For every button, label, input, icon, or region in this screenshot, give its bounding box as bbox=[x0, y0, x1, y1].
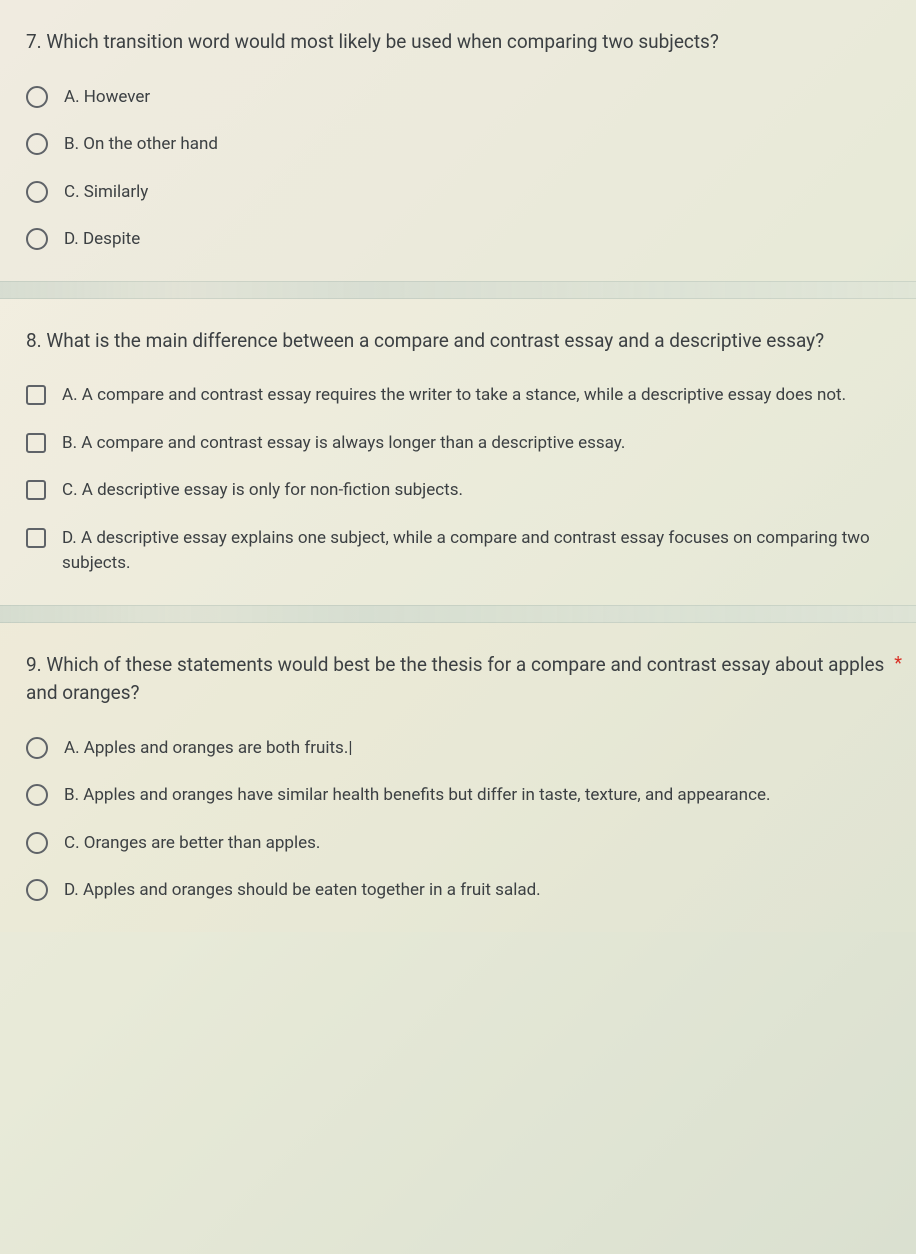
required-asterisk-icon: * bbox=[894, 653, 902, 674]
checkbox-option-b[interactable]: B. A compare and contrast essay is alway… bbox=[26, 431, 890, 457]
question-text: 8. What is the main difference between a… bbox=[26, 327, 890, 356]
radio-icon bbox=[26, 228, 48, 250]
radio-icon bbox=[26, 133, 48, 155]
radio-option-b[interactable]: B. On the other hand bbox=[26, 132, 890, 158]
section-divider bbox=[0, 281, 916, 299]
radio-option-b[interactable]: B. Apples and oranges have similar healt… bbox=[26, 783, 890, 809]
option-label: B. On the other hand bbox=[64, 132, 890, 158]
section-divider bbox=[0, 605, 916, 623]
option-label: A. Apples and oranges are both fruits.| bbox=[64, 736, 890, 762]
checkbox-icon bbox=[26, 528, 46, 548]
radio-option-d[interactable]: D. Despite bbox=[26, 227, 890, 253]
radio-icon bbox=[26, 737, 48, 759]
question-card-8: 8. What is the main difference between a… bbox=[0, 299, 916, 605]
question-text: 9. Which of these statements would best … bbox=[26, 651, 890, 708]
radio-icon bbox=[26, 784, 48, 806]
question-text: 7. Which transition word would most like… bbox=[26, 28, 890, 57]
option-label: D. Despite bbox=[64, 227, 890, 253]
checkbox-option-a[interactable]: A. A compare and contrast essay requires… bbox=[26, 383, 890, 409]
option-label: C. A descriptive essay is only for non-f… bbox=[62, 478, 890, 504]
checkbox-option-c[interactable]: C. A descriptive essay is only for non-f… bbox=[26, 478, 890, 504]
radio-option-d[interactable]: D. Apples and oranges should be eaten to… bbox=[26, 878, 890, 904]
radio-icon bbox=[26, 832, 48, 854]
question-card-9: * 9. Which of these statements would bes… bbox=[0, 623, 916, 932]
option-label: A. A compare and contrast essay requires… bbox=[62, 383, 890, 409]
radio-option-c[interactable]: C. Oranges are better than apples. bbox=[26, 831, 890, 857]
option-label: C. Similarly bbox=[64, 180, 890, 206]
radio-icon bbox=[26, 181, 48, 203]
option-label: B. A compare and contrast essay is alway… bbox=[62, 431, 890, 457]
radio-option-c[interactable]: C. Similarly bbox=[26, 180, 890, 206]
question-card-7: 7. Which transition word would most like… bbox=[0, 0, 916, 281]
checkbox-option-d[interactable]: D. A descriptive essay explains one subj… bbox=[26, 526, 890, 577]
radio-icon bbox=[26, 879, 48, 901]
checkbox-icon bbox=[26, 433, 46, 453]
option-label: D. A descriptive essay explains one subj… bbox=[62, 526, 890, 577]
option-label: A. However bbox=[64, 85, 890, 111]
radio-icon bbox=[26, 86, 48, 108]
checkbox-icon bbox=[26, 385, 46, 405]
option-label: C. Oranges are better than apples. bbox=[64, 831, 890, 857]
checkbox-icon bbox=[26, 480, 46, 500]
radio-option-a[interactable]: A. However bbox=[26, 85, 890, 111]
option-label: B. Apples and oranges have similar healt… bbox=[64, 783, 890, 809]
radio-option-a[interactable]: A. Apples and oranges are both fruits.| bbox=[26, 736, 890, 762]
option-label: D. Apples and oranges should be eaten to… bbox=[64, 878, 890, 904]
